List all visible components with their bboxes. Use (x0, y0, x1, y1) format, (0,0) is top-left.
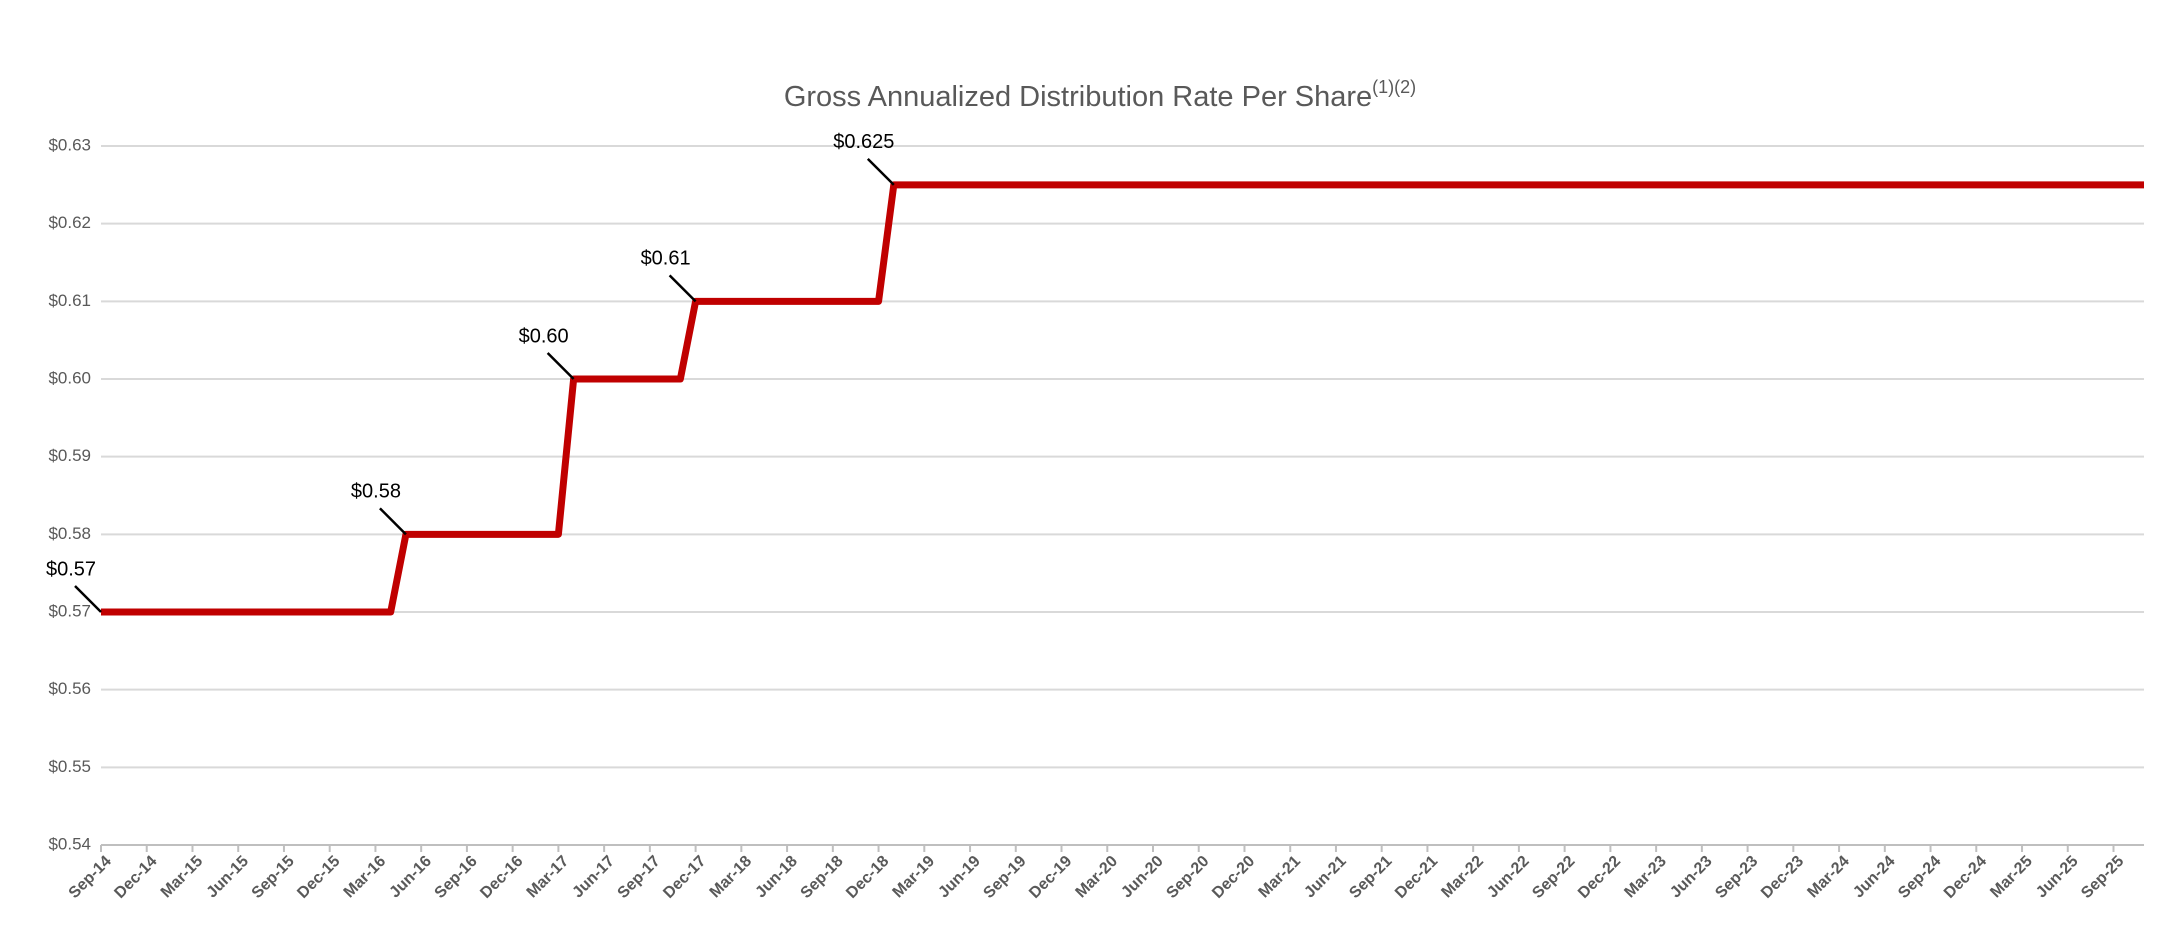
x-tick-label: Mar-20 (1073, 853, 1122, 902)
x-tick-label: Sep-14 (66, 853, 115, 902)
x-tick-label: Mar-16 (341, 853, 390, 902)
x-tick-label: Mar-15 (158, 853, 207, 902)
x-tick-label: Jun-18 (752, 853, 801, 902)
y-tick-label: $0.61 (48, 291, 91, 310)
x-tick-label: Jun-15 (204, 853, 253, 902)
x-tick-label: Dec-16 (477, 853, 526, 902)
y-tick-label: $0.54 (48, 834, 91, 853)
x-tick-label: Mar-17 (524, 853, 573, 902)
x-tick-label: Dec-19 (1026, 853, 1075, 902)
x-tick-label: Sep-23 (1712, 853, 1761, 902)
x-tick-label: Jun-19 (935, 853, 984, 902)
x-tick-label: Mar-21 (1256, 853, 1305, 902)
y-tick-label: $0.57 (48, 601, 91, 620)
x-tick-label: Dec-17 (660, 853, 709, 902)
x-tick-label: Mar-25 (1987, 853, 2036, 902)
x-tick-label: Jun-24 (1850, 853, 1899, 902)
x-tick-label: Jun-17 (569, 853, 618, 902)
x-tick-label: Dec-18 (843, 853, 892, 902)
x-tick-label: Mar-19 (890, 853, 939, 902)
value-label: $0.60 (519, 325, 569, 347)
value-label: $0.57 (46, 558, 96, 580)
x-tick-label: Dec-15 (294, 853, 343, 902)
x-tick-label: Sep-16 (432, 853, 481, 902)
leader-line (866, 157, 895, 186)
y-tick-label: $0.55 (48, 757, 91, 776)
chart-title: Gross Annualized Distribution Rate Per S… (784, 77, 1416, 113)
title-text: Gross Annualized Distribution Rate Per S… (784, 81, 1372, 113)
x-tick-label: Mar-23 (1621, 853, 1670, 902)
x-tick-label: Sep-20 (1163, 853, 1212, 902)
leader-line (668, 274, 697, 303)
x-tick-label: Sep-21 (1346, 853, 1395, 902)
x-tick-label: Dec-14 (111, 853, 160, 902)
x-tick-label: Jun-23 (1667, 853, 1716, 902)
x-tick-label: Jun-20 (1118, 853, 1167, 902)
x-tick-label: Jun-21 (1301, 853, 1350, 902)
x-tick-label: Dec-23 (1758, 853, 1807, 902)
y-tick-label: $0.56 (48, 679, 91, 698)
x-tick-label: Dec-20 (1209, 853, 1258, 902)
x-tick-label: Sep-25 (2078, 853, 2127, 902)
x-tick-label: Jun-22 (1484, 853, 1533, 902)
x-tick-label: Dec-22 (1575, 853, 1624, 902)
y-tick-label: $0.59 (48, 446, 91, 465)
y-tick-label: $0.60 (48, 368, 91, 387)
x-tick-label: Sep-17 (615, 853, 664, 902)
x-tick-label: Sep-22 (1529, 853, 1578, 902)
leader-line (379, 507, 407, 536)
value-label: $0.58 (351, 481, 401, 503)
y-tick-label: $0.63 (48, 135, 91, 154)
x-tick-label: Dec-21 (1392, 853, 1441, 902)
x-tick-label: Mar-24 (1804, 853, 1853, 902)
x-tick-label: Sep-19 (980, 853, 1029, 902)
value-label: $0.625 (833, 131, 894, 153)
line (101, 181, 2144, 616)
leader-line (546, 352, 575, 380)
value-label: $0.61 (641, 248, 691, 270)
leader-line (74, 585, 102, 613)
x-tick-label: Sep-24 (1895, 853, 1944, 902)
x-tick-label: Mar-18 (707, 853, 756, 902)
y-tick-label: $0.58 (48, 524, 91, 543)
x-tick-label: Dec-24 (1941, 853, 1990, 902)
x-tick-label: Sep-18 (798, 853, 847, 902)
y-tick-label: $0.62 (48, 213, 91, 232)
title-superscript: (1)(2) (1372, 77, 1416, 97)
x-tick-label: Sep-15 (249, 853, 298, 902)
x-tick-label: Jun-25 (2033, 853, 2082, 902)
x-tick-label: Jun-16 (386, 853, 435, 902)
x-tick-label: Mar-22 (1438, 853, 1487, 902)
